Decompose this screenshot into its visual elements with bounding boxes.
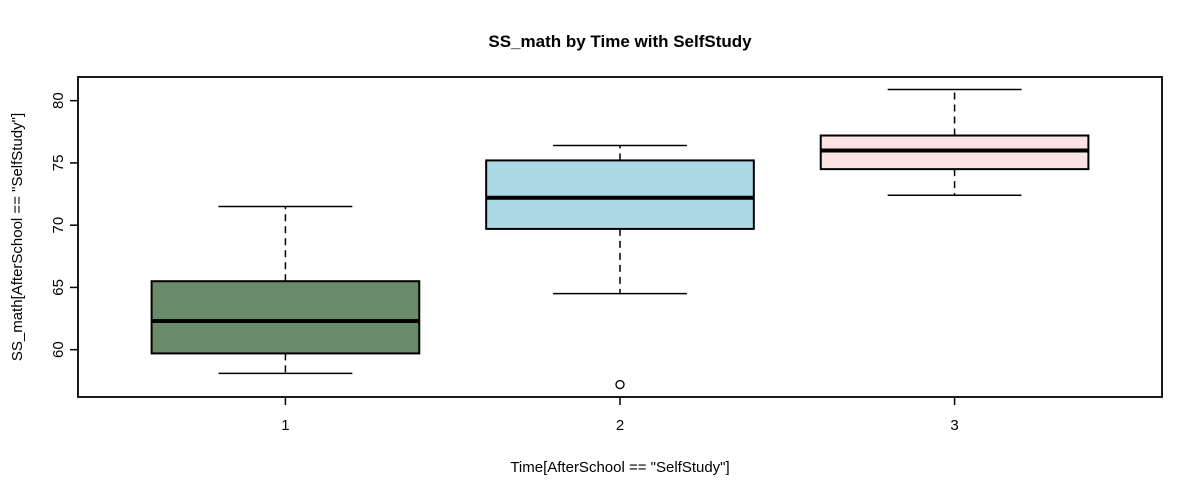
- box-group-3: [819, 88, 1090, 197]
- x-tick-label: 3: [950, 417, 958, 434]
- x-axis-label: Time[AfterSchool == "SelfStudy"]: [510, 459, 729, 476]
- y-tick-label: 75: [50, 155, 67, 172]
- x-axis: 1 2 3: [281, 397, 959, 434]
- x-tick-label: 1: [281, 417, 289, 434]
- box-group-2: [485, 144, 755, 390]
- y-axis: 60 65 70 75 80: [50, 92, 78, 358]
- x-tick-label: 2: [616, 417, 624, 434]
- y-tick-label: 70: [50, 217, 67, 234]
- y-tick-label: 80: [50, 92, 67, 109]
- iqr-box: [150, 280, 421, 355]
- boxplot-series: [150, 88, 1090, 390]
- iqr-box: [485, 159, 755, 230]
- plot-border: [77, 76, 1163, 398]
- y-tick-label: 65: [50, 279, 67, 296]
- chart-title: SS_math by Time with SelfStudy: [488, 32, 752, 51]
- box-group-1: [150, 205, 421, 375]
- y-axis-label: SS_math[AfterSchool == "SelfStudy"]: [9, 113, 26, 361]
- outlier-point: [615, 379, 625, 390]
- y-tick-label: 60: [50, 341, 67, 358]
